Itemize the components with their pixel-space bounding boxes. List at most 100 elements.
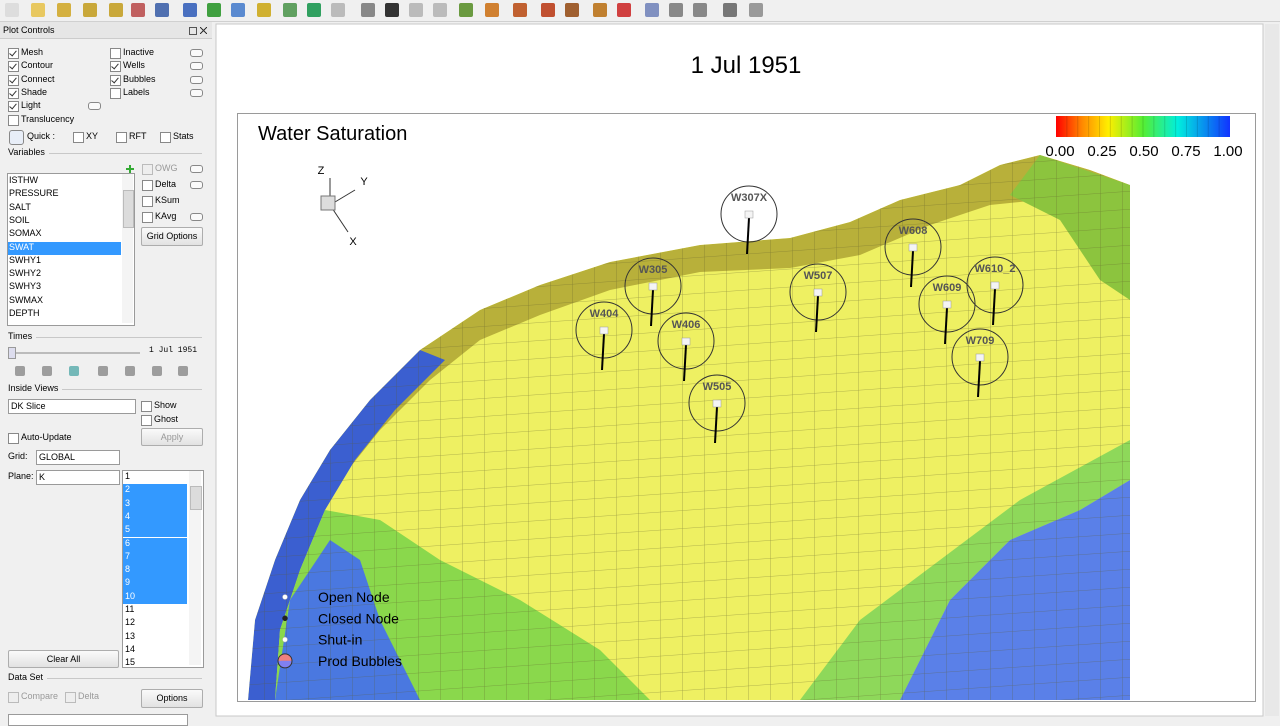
checkbox[interactable] bbox=[142, 212, 153, 223]
well-label: W406 bbox=[672, 319, 701, 331]
checkbox[interactable] bbox=[142, 180, 153, 191]
well-node bbox=[599, 326, 609, 335]
checkbox[interactable] bbox=[8, 692, 19, 703]
checkbox[interactable] bbox=[8, 115, 19, 126]
checkbox[interactable] bbox=[110, 48, 121, 59]
toolbar-button[interactable] bbox=[83, 3, 97, 17]
toolbar-button[interactable] bbox=[283, 3, 297, 17]
checkbox[interactable] bbox=[141, 415, 152, 426]
toolbar-button[interactable] bbox=[669, 3, 683, 17]
mini-button[interactable] bbox=[190, 76, 203, 84]
toolbar-button[interactable] bbox=[385, 3, 399, 17]
toolbar-button[interactable] bbox=[257, 3, 271, 17]
toolbar-button[interactable] bbox=[109, 3, 123, 17]
checkbox[interactable] bbox=[110, 61, 121, 72]
toolbar-button[interactable] bbox=[231, 3, 245, 17]
axis-triad bbox=[320, 178, 356, 233]
checkbox[interactable] bbox=[141, 401, 152, 412]
playback-button[interactable] bbox=[152, 366, 162, 376]
toolbar-button[interactable] bbox=[749, 3, 763, 17]
toolbar-button[interactable] bbox=[513, 3, 527, 17]
toolbar-button[interactable] bbox=[593, 3, 607, 17]
button[interactable]: Options bbox=[141, 689, 203, 708]
grid-select[interactable]: GLOBAL bbox=[36, 450, 120, 465]
toolbar-button[interactable] bbox=[31, 3, 45, 17]
checkbox[interactable] bbox=[160, 132, 171, 143]
playback-button[interactable] bbox=[98, 366, 108, 376]
add-icon[interactable] bbox=[126, 165, 134, 173]
checkbox[interactable] bbox=[142, 164, 153, 175]
checkbox[interactable] bbox=[8, 48, 19, 59]
playback-button[interactable] bbox=[125, 366, 135, 376]
toolbar-button[interactable] bbox=[361, 3, 375, 17]
toolbar-button[interactable] bbox=[433, 3, 447, 17]
toolbar-button[interactable] bbox=[723, 3, 737, 17]
scrollbar[interactable] bbox=[1265, 24, 1279, 716]
quick-icon[interactable] bbox=[9, 130, 24, 145]
well-trajectory bbox=[944, 307, 948, 345]
checkbox[interactable] bbox=[65, 692, 76, 703]
mini-button[interactable] bbox=[190, 181, 203, 189]
button[interactable]: Apply bbox=[141, 428, 203, 446]
checkbox[interactable] bbox=[8, 433, 19, 444]
well-label: W505 bbox=[703, 381, 732, 393]
checkbox[interactable] bbox=[8, 61, 19, 72]
playback-button[interactable] bbox=[69, 366, 79, 376]
mini-button[interactable] bbox=[190, 62, 203, 70]
mini-button[interactable] bbox=[190, 89, 203, 97]
dataset-select[interactable] bbox=[8, 714, 188, 726]
close-button[interactable] bbox=[200, 27, 207, 34]
mini-button[interactable] bbox=[190, 49, 203, 57]
toolbar-button[interactable] bbox=[207, 3, 221, 17]
checkbox[interactable] bbox=[8, 75, 19, 86]
view-title: 1 Jul 1951 bbox=[691, 52, 802, 79]
playback-button[interactable] bbox=[15, 366, 25, 376]
toolbar-button[interactable] bbox=[409, 3, 423, 17]
well-bubble bbox=[575, 301, 633, 359]
button[interactable]: Grid Options bbox=[141, 227, 203, 246]
plane-select[interactable]: K bbox=[36, 470, 120, 485]
toolbar-button[interactable] bbox=[485, 3, 499, 17]
well-node bbox=[908, 243, 918, 252]
toolbar-button[interactable] bbox=[131, 3, 145, 17]
toolbar-button[interactable] bbox=[5, 3, 19, 17]
checkbox[interactable] bbox=[142, 196, 153, 207]
toolbar-button[interactable] bbox=[693, 3, 707, 17]
toolbar-button[interactable] bbox=[645, 3, 659, 17]
mini-button[interactable] bbox=[88, 102, 101, 110]
variable-item: SWMAX bbox=[9, 294, 44, 305]
checkbox-label: Stats bbox=[173, 131, 194, 141]
checkbox[interactable] bbox=[110, 75, 121, 86]
toolbar-button[interactable] bbox=[541, 3, 555, 17]
toolbar-button[interactable] bbox=[617, 3, 631, 17]
scroll-thumb[interactable] bbox=[190, 486, 202, 510]
playback-button[interactable] bbox=[42, 366, 52, 376]
checkbox-label: Delta bbox=[78, 691, 100, 701]
legend-marker bbox=[277, 653, 293, 669]
scrollbar[interactable] bbox=[122, 174, 133, 323]
checkbox[interactable] bbox=[110, 88, 121, 99]
well-node bbox=[813, 288, 823, 297]
well-bubble bbox=[951, 328, 1009, 386]
toolbar-button[interactable] bbox=[183, 3, 197, 17]
float-button[interactable] bbox=[189, 27, 197, 35]
checkbox[interactable] bbox=[8, 101, 19, 112]
view-select[interactable]: DK Slice bbox=[8, 399, 136, 414]
axis-label: Y bbox=[360, 176, 368, 188]
mini-button[interactable] bbox=[190, 213, 203, 221]
toolbar-button[interactable] bbox=[155, 3, 169, 17]
button[interactable]: Clear All bbox=[8, 650, 119, 668]
playback-button[interactable] bbox=[178, 366, 188, 376]
toolbar-button[interactable] bbox=[331, 3, 345, 17]
mini-button[interactable] bbox=[190, 165, 203, 173]
toolbar-button[interactable] bbox=[565, 3, 579, 17]
scrollbar[interactable] bbox=[189, 471, 201, 665]
checkbox[interactable] bbox=[116, 132, 127, 143]
toolbar-button[interactable] bbox=[307, 3, 321, 17]
checkbox[interactable] bbox=[8, 88, 19, 99]
checkbox[interactable] bbox=[73, 132, 84, 143]
scroll-thumb[interactable] bbox=[123, 190, 134, 228]
slider-thumb[interactable] bbox=[8, 347, 16, 359]
toolbar-button[interactable] bbox=[57, 3, 71, 17]
toolbar-button[interactable] bbox=[459, 3, 473, 17]
